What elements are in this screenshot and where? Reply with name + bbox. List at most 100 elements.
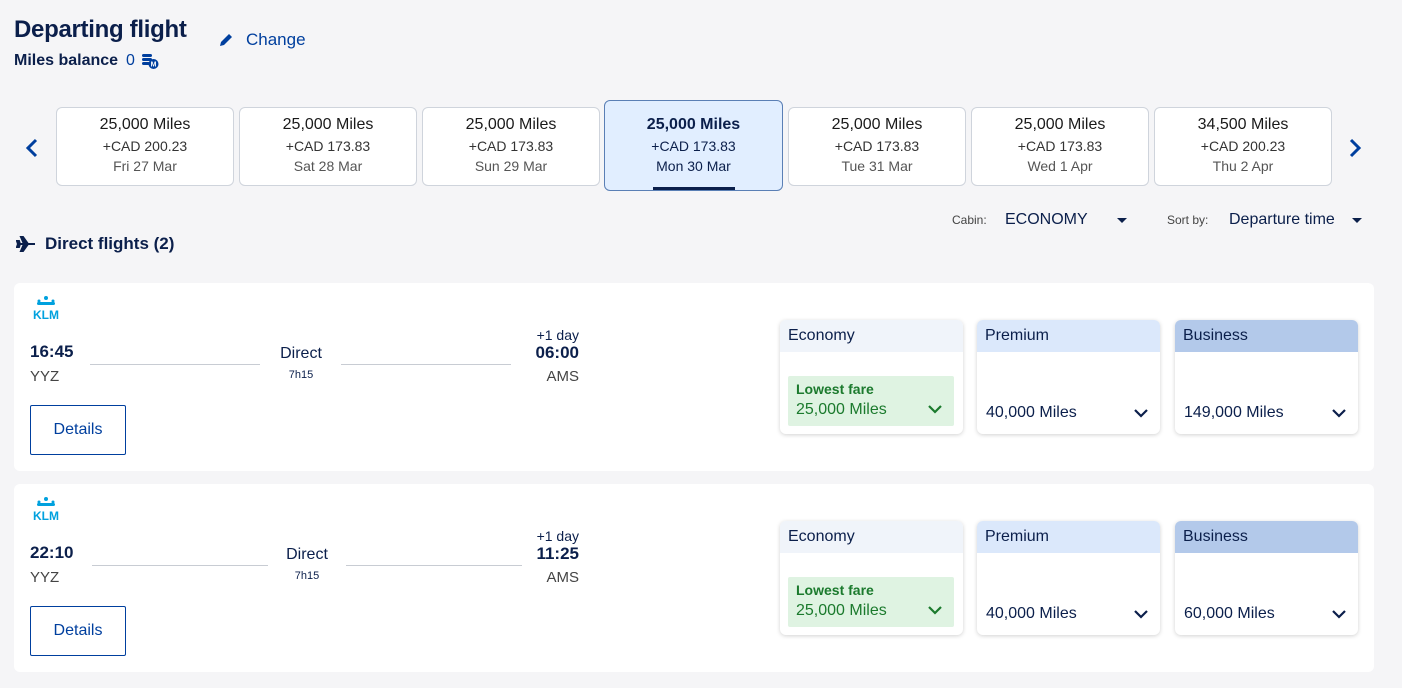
arrival-airport: AMS	[546, 569, 579, 586]
date-card-cad: +CAD 173.83	[468, 138, 554, 154]
date-card-thu-2-apr[interactable]: 34,500 Miles +CAD 200.23 Thu 2 Apr	[1154, 107, 1332, 186]
date-card-miles: 25,000 Miles	[831, 116, 923, 133]
date-card-miles: 25,000 Miles	[465, 116, 557, 133]
date-card-date: Wed 1 Apr	[1027, 158, 1093, 174]
fare-business[interactable]: Business 60,000 Miles	[1175, 521, 1358, 635]
fare-premium-label: Premium	[977, 320, 1160, 352]
date-card-miles: 25,000 Miles	[1014, 116, 1106, 133]
date-card-date: Tue 31 Mar	[841, 158, 913, 174]
economy-miles: 25,000 Miles	[796, 401, 887, 418]
fare-economy-label: Economy	[780, 521, 963, 553]
economy-miles: 25,000 Miles	[796, 602, 887, 619]
chevron-right-icon	[1349, 138, 1362, 158]
details-button[interactable]: Details	[30, 606, 126, 656]
date-card-miles: 25,000 Miles	[99, 116, 191, 133]
fare-economy[interactable]: Economy Lowest fare 25,000 Miles	[780, 320, 963, 434]
date-card-miles: 34,500 Miles	[1197, 116, 1289, 133]
pencil-icon	[220, 34, 232, 46]
date-card-date: Mon 30 Mar	[656, 158, 731, 174]
date-card-fri-27-mar[interactable]: 25,000 Miles +CAD 200.23 Fri 27 Mar	[56, 107, 234, 186]
change-button[interactable]: Change	[218, 30, 306, 50]
date-card-date: Sun 29 Mar	[474, 158, 548, 174]
plus-day-label: +1 day	[536, 327, 579, 343]
plus-day-label: +1 day	[536, 528, 579, 544]
page-header: Departing flight Miles balance 0 M	[14, 16, 187, 70]
flight-duration: 7h15	[294, 570, 320, 582]
chevron-down-icon	[1332, 610, 1346, 619]
selected-indicator	[653, 187, 735, 190]
svg-text:KLM: KLM	[33, 308, 59, 321]
route-line-left	[90, 364, 260, 365]
chevron-down-icon	[928, 606, 942, 615]
stop-label: Direct	[280, 345, 322, 362]
premium-miles: 40,000 Miles	[986, 605, 1077, 622]
fare-premium[interactable]: Premium 40,000 Miles	[977, 320, 1160, 434]
fare-premium-label: Premium	[977, 521, 1160, 553]
premium-miles: 40,000 Miles	[986, 404, 1077, 421]
airplane-icon	[16, 236, 35, 252]
departure-time: 22:10	[30, 543, 74, 562]
miles-balance-label: Miles balance	[14, 52, 119, 69]
cabin-caret-icon[interactable]	[1117, 218, 1127, 223]
chevron-down-icon	[1332, 409, 1346, 418]
date-card-cad: +CAD 173.83	[285, 138, 371, 154]
flight-card: KLM 22:10 YYZ Direct 7h15 +1 day 11:25 A…	[14, 484, 1374, 672]
lowest-fare-label: Lowest fare	[796, 381, 874, 397]
cabin-select[interactable]: ECONOMY	[1005, 211, 1088, 228]
date-card-mon-30-mar-selected[interactable]: 25,000 Miles +CAD 173.83 Mon 30 Mar	[604, 100, 783, 191]
svg-text:M: M	[151, 62, 157, 69]
klm-logo-icon: KLM	[28, 295, 64, 322]
sort-label: Sort by:	[1167, 213, 1209, 227]
lowest-fare-box: Lowest fare 25,000 Miles	[788, 376, 954, 426]
sort-caret-icon[interactable]	[1352, 218, 1362, 223]
fare-economy[interactable]: Economy Lowest fare 25,000 Miles	[780, 521, 963, 635]
arrival-time: 11:25	[536, 544, 579, 563]
direct-flights-heading: Direct flights (2)	[16, 234, 174, 254]
date-card-miles: 25,000 Miles	[646, 116, 741, 133]
previous-dates-button[interactable]	[21, 136, 43, 160]
cabin-label: Cabin:	[952, 213, 987, 227]
next-dates-button[interactable]	[1344, 136, 1366, 160]
chevron-left-icon	[25, 138, 38, 158]
miles-balance: Miles balance 0 M	[14, 52, 187, 70]
chevron-down-icon	[1134, 409, 1148, 418]
chevron-down-icon	[1134, 610, 1148, 619]
date-card-wed-1-apr[interactable]: 25,000 Miles +CAD 173.83 Wed 1 Apr	[971, 107, 1149, 186]
business-miles: 149,000 Miles	[1184, 404, 1284, 421]
date-card-cad: +CAD 173.83	[651, 138, 736, 154]
date-card-cad: +CAD 173.83	[1017, 138, 1103, 154]
details-button[interactable]: Details	[30, 405, 126, 455]
lowest-fare-box: Lowest fare 25,000 Miles	[788, 577, 954, 627]
stop-label: Direct	[286, 546, 328, 563]
date-card-cad: +CAD 200.23	[1200, 138, 1286, 154]
fare-business-label: Business	[1175, 521, 1358, 553]
departure-airport: YYZ	[30, 368, 60, 385]
date-card-cad: +CAD 200.23	[102, 138, 188, 154]
miles-balance-value: 0	[126, 52, 135, 69]
chevron-down-icon	[928, 405, 942, 414]
date-card-date: Fri 27 Mar	[113, 158, 177, 174]
route-line-right	[346, 565, 522, 566]
date-card-sun-29-mar[interactable]: 25,000 Miles +CAD 173.83 Sun 29 Mar	[422, 107, 600, 186]
direct-flights-title: Direct flights (2)	[45, 234, 175, 253]
date-card-tue-31-mar[interactable]: 25,000 Miles +CAD 173.83 Tue 31 Mar	[788, 107, 966, 186]
flight-card: KLM 16:45 YYZ Direct 7h15 +1 day 06:00 A…	[14, 283, 1374, 471]
date-card-cad: +CAD 173.83	[834, 138, 920, 154]
change-label: Change	[246, 30, 306, 49]
fare-premium[interactable]: Premium 40,000 Miles	[977, 521, 1160, 635]
fare-economy-label: Economy	[780, 320, 963, 352]
departure-airport: YYZ	[30, 569, 60, 586]
business-miles: 60,000 Miles	[1184, 605, 1275, 622]
page-title: Departing flight	[14, 16, 187, 43]
fare-business[interactable]: Business 149,000 Miles	[1175, 320, 1358, 434]
klm-logo-icon: KLM	[28, 496, 64, 523]
lowest-fare-label: Lowest fare	[796, 582, 874, 598]
route-line-right	[341, 364, 511, 365]
flight-duration: 7h15	[288, 369, 314, 381]
date-card-date: Sat 28 Mar	[293, 158, 363, 174]
route-line-left	[92, 565, 268, 566]
sort-select[interactable]: Departure time	[1229, 211, 1335, 228]
date-card-sat-28-mar[interactable]: 25,000 Miles +CAD 173.83 Sat 28 Mar	[239, 107, 417, 186]
svg-text:KLM: KLM	[33, 509, 59, 522]
fare-business-label: Business	[1175, 320, 1358, 352]
